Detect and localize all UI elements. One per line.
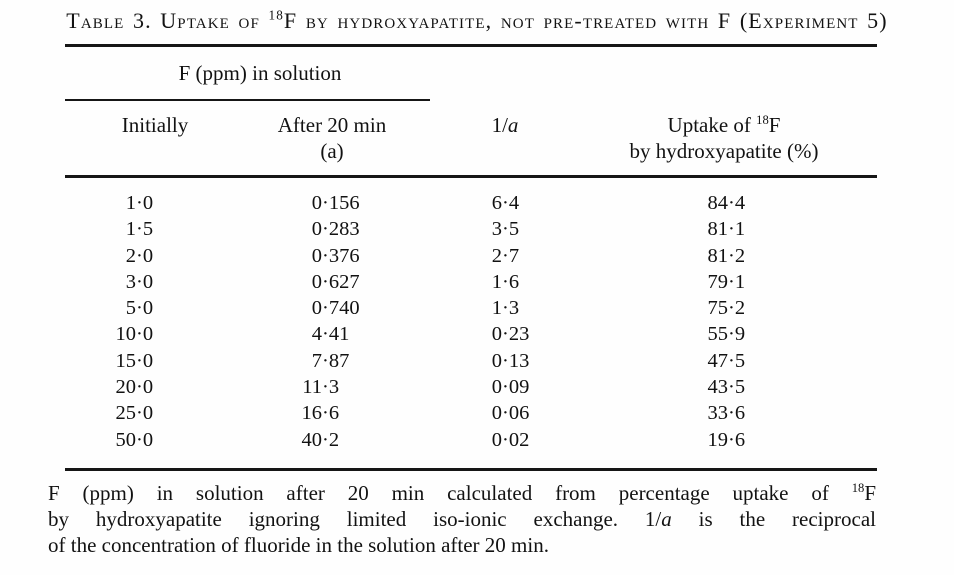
cell-f-initially: 1·0: [125, 192, 154, 214]
cell-reciprocal-a: 0·06: [491, 402, 530, 425]
cell-f-after-20-min: 16·6: [301, 402, 340, 425]
cell-uptake-percent: 55·9: [707, 323, 746, 346]
cell-uptake-percent: 84·4: [707, 192, 746, 214]
cell-uptake-percent: 81·1: [707, 218, 746, 241]
cell-reciprocal-a: 0·23: [491, 323, 530, 346]
cell-f-after-20-min: 7·87: [311, 349, 350, 372]
footnote-variable-a: a: [661, 506, 672, 531]
table-top-rule: [65, 44, 877, 47]
cell-reciprocal-a: 1·6: [491, 270, 520, 293]
column-header-uptake: Uptake of 18F by hydroxyapatite (%): [550, 112, 898, 164]
footnote-line2: by hydroxyapatite ignoring limited iso-i…: [48, 507, 876, 533]
superscript-18: 18: [851, 481, 865, 495]
cell-uptake-percent: 19·6: [707, 428, 746, 451]
table-footnote: F (ppm) in solution after 20 min calcula…: [48, 481, 876, 558]
cell-reciprocal-a: 0·13: [491, 349, 530, 372]
footnote-text: is the reciprocal: [671, 506, 876, 531]
table-row: 20·0 11·3 0·09 43·5: [0, 374, 954, 400]
table-row: 50·0 40·2 0·02 19·6: [0, 427, 954, 453]
group-header-underline-rule: [65, 99, 430, 101]
table-row: 3·0 0·627 1·6 79·1: [0, 269, 954, 295]
cell-f-initially: 2·0: [125, 244, 154, 267]
cell-uptake-percent: 33·6: [707, 402, 746, 425]
column-header-after-20-min: After 20 min (a): [232, 112, 432, 164]
cell-reciprocal-a: 0·09: [491, 376, 530, 399]
table-body: 1·0 0·156 6·4 84·4 1·5 0·283 3·5 81·1 2·…: [0, 190, 954, 453]
footnote-text: F: [864, 481, 876, 505]
cell-f-initially: 25·0: [115, 402, 154, 425]
footnote-text: by hydroxyapatite ignoring limited iso-i…: [48, 506, 662, 531]
table-title: Table 3. Uptake of 18F by hydroxyapatite…: [0, 8, 954, 34]
cell-uptake-percent: 47·5: [707, 349, 746, 372]
cell-f-after-20-min: 11·3: [302, 376, 340, 399]
cell-reciprocal-a: 6·4: [491, 192, 520, 214]
footnote-line1: F (ppm) in solution after 20 min calcula…: [48, 481, 876, 507]
column-header-uptake-line1: Uptake of 18F: [550, 112, 898, 138]
table-title-text-cont: F by hydroxyapatite, not pre-treated wit…: [283, 8, 888, 33]
cell-f-after-20-min: 0·376: [311, 244, 360, 267]
cell-f-after-20-min: 0·283: [311, 218, 360, 241]
header-bottom-rule: [65, 175, 877, 178]
cell-f-initially: 3·0: [125, 270, 154, 293]
cell-uptake-percent: 79·1: [707, 270, 746, 293]
cell-f-after-20-min: 0·627: [311, 270, 360, 293]
table-row: 15·0 7·87 0·13 47·5: [0, 348, 954, 374]
cell-f-initially: 15·0: [115, 349, 154, 372]
table-row: 25·0 16·6 0·06 33·6: [0, 400, 954, 426]
column-header-after-20-min-line2: (a): [320, 139, 344, 163]
table-row: 2·0 0·376 2·7 81·2: [0, 243, 954, 269]
table-row: 10·0 4·41 0·23 55·9: [0, 321, 954, 347]
reciprocal-numerator: 1/: [491, 113, 508, 137]
table-row: 5·0 0·740 1·3 75·2: [0, 295, 954, 321]
cell-uptake-percent: 75·2: [707, 297, 746, 320]
reciprocal-variable-a: a: [507, 113, 519, 137]
column-header-after-20-min-line1: After 20 min: [277, 113, 387, 137]
cell-reciprocal-a: 1·3: [491, 297, 520, 320]
cell-reciprocal-a: 0·02: [491, 428, 530, 451]
column-header-uptake-line2: by hydroxyapatite (%): [629, 139, 819, 163]
footnote-text: F (ppm) in solution after 20 min calcula…: [48, 481, 852, 505]
cell-f-initially: 20·0: [115, 376, 154, 399]
column-header-initially: Initially: [121, 113, 189, 137]
cell-f-initially: 50·0: [115, 428, 154, 451]
cell-f-initially: 10·0: [115, 323, 154, 346]
cell-uptake-percent: 81·2: [707, 244, 746, 267]
cell-reciprocal-a: 2·7: [491, 244, 520, 267]
footnote-line3: of the concentration of fluoride in the …: [48, 532, 549, 557]
table-title-text: Table 3. Uptake of: [66, 8, 269, 33]
cell-f-initially: 5·0: [125, 297, 154, 320]
cell-reciprocal-a: 3·5: [491, 218, 520, 241]
uptake-header-text: Uptake of: [667, 113, 757, 137]
superscript-18: 18: [268, 7, 284, 23]
cell-uptake-percent: 43·5: [707, 376, 746, 399]
cell-f-after-20-min: 4·41: [311, 323, 350, 346]
uptake-header-f: F: [768, 113, 781, 137]
cell-f-initially: 1·5: [125, 218, 154, 241]
table-bottom-rule: [65, 468, 877, 471]
table-row: 1·5 0·283 3·5 81·1: [0, 216, 954, 242]
superscript-18: 18: [756, 113, 769, 127]
cell-f-after-20-min: 0·740: [311, 297, 360, 320]
cell-f-after-20-min: 40·2: [301, 428, 340, 451]
table-row: 1·0 0·156 6·4 84·4: [0, 190, 954, 216]
cell-f-after-20-min: 0·156: [311, 192, 360, 214]
column-group-header: F (ppm) in solution: [178, 61, 342, 85]
column-header-reciprocal: 1/a: [455, 112, 555, 138]
